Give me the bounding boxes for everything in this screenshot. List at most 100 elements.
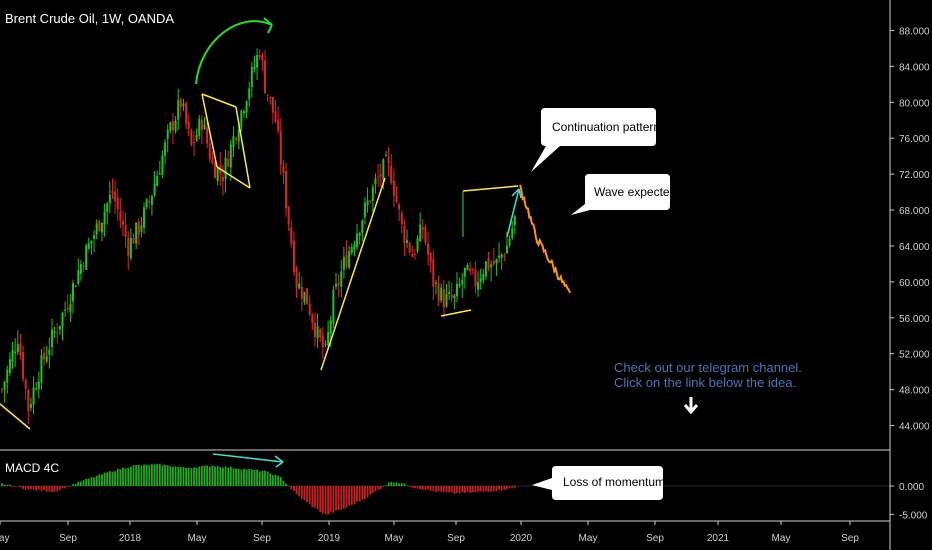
macd-bar xyxy=(8,484,11,486)
callout-momentum[interactable]: Loss of momentum xyxy=(532,466,665,500)
candle-body xyxy=(463,267,466,277)
price-tick-label: 48.000 xyxy=(899,386,930,397)
candle-body xyxy=(53,331,56,333)
cyan-arrow-head-icon xyxy=(511,188,522,199)
candle-body xyxy=(161,155,164,175)
time-tick-label: May xyxy=(385,533,404,544)
candle-body xyxy=(369,200,372,203)
macd-bar xyxy=(116,468,119,486)
candle-body xyxy=(366,200,369,206)
candle-body xyxy=(240,110,243,127)
candle-body xyxy=(27,389,30,411)
macd-bar xyxy=(411,486,414,488)
macd-bar xyxy=(240,469,243,486)
macd-bar xyxy=(119,469,122,486)
callout-continuation[interactable]: Continuation pattern xyxy=(531,108,660,172)
candle-body xyxy=(95,223,98,235)
candle-body xyxy=(287,207,290,225)
macd-bar xyxy=(132,465,135,486)
macd-bar xyxy=(327,486,330,515)
trendline xyxy=(440,309,472,317)
price-axis[interactable]: 88.000 84.000 80.000 76.000 72.000 68.000 64.0… xyxy=(890,26,930,433)
macd-bar xyxy=(390,481,393,486)
callout-wave[interactable]: Wave expected xyxy=(571,174,676,215)
macd-bar xyxy=(256,469,259,486)
candle-body xyxy=(505,245,508,254)
candle-body xyxy=(256,54,259,68)
macd-bar xyxy=(469,486,472,493)
callout-text: Continuation pattern xyxy=(552,120,660,134)
macd-bar xyxy=(95,475,98,486)
candle-body xyxy=(437,283,440,302)
price-tick-label: 56.000 xyxy=(899,314,930,325)
candle-body xyxy=(150,195,153,205)
macd-bar xyxy=(427,486,429,490)
candle-body xyxy=(11,350,14,362)
candle-body xyxy=(363,202,366,218)
candle-body xyxy=(242,111,245,114)
candle-body xyxy=(374,178,377,185)
candle-body xyxy=(300,286,303,299)
macd-bar xyxy=(306,486,308,503)
macd-bar xyxy=(321,486,324,514)
macd-bar xyxy=(279,477,282,486)
candle-body xyxy=(185,103,188,124)
candle-body xyxy=(3,381,6,390)
macd-bar xyxy=(277,475,280,486)
macd-axis[interactable]: 0.000 -5.000 xyxy=(890,482,928,521)
macd-bar xyxy=(479,486,482,492)
macd-bar xyxy=(395,482,398,486)
candle-body xyxy=(285,170,288,209)
candle-body xyxy=(66,307,69,310)
macd-bar xyxy=(293,486,295,492)
macd-bar xyxy=(140,465,143,486)
macd-bar xyxy=(187,467,190,486)
macd-bar xyxy=(398,483,401,486)
candle-body xyxy=(77,270,80,284)
macd-bar xyxy=(153,464,156,486)
candle-body xyxy=(82,265,85,268)
candle-body xyxy=(32,387,35,405)
candle-body xyxy=(490,264,493,268)
macd-bar xyxy=(287,485,290,487)
macd-bar xyxy=(108,471,111,486)
candle-body xyxy=(484,261,487,277)
macd-bar xyxy=(343,486,345,509)
time-tick-label: 2019 xyxy=(318,533,341,544)
candle-body xyxy=(127,237,130,256)
macd-bar xyxy=(406,485,408,487)
macd-bar xyxy=(416,486,419,489)
candle-body xyxy=(279,131,282,165)
candle-body xyxy=(8,359,11,373)
candle-body xyxy=(358,232,361,237)
projection-path xyxy=(519,184,572,294)
candle-body xyxy=(229,144,232,168)
down-arrow-icon xyxy=(683,397,699,415)
macd-bar xyxy=(474,486,477,493)
macd-bar xyxy=(61,486,64,489)
macd-bar xyxy=(245,469,248,486)
candle-body xyxy=(221,176,224,182)
time-tick-label: May xyxy=(772,533,791,544)
macd-bar xyxy=(506,486,508,490)
candle-body xyxy=(103,211,106,224)
macd-bar xyxy=(374,486,377,492)
candle-body xyxy=(392,180,395,196)
macd-bar xyxy=(203,465,206,486)
macd-bar xyxy=(408,486,411,487)
macd-bar xyxy=(429,486,432,491)
macd-bar xyxy=(19,486,22,488)
time-axis[interactable]: May Sep 2018 May Sep 2019 May Sep 2020 May Sep 2021… xyxy=(0,521,859,544)
trendline xyxy=(216,166,251,189)
time-tick-label: May xyxy=(188,533,207,544)
macd-bar xyxy=(45,486,48,492)
candle-body xyxy=(390,165,393,183)
candle-body xyxy=(308,303,311,315)
macd-bar xyxy=(129,466,132,486)
macd-bar xyxy=(211,465,214,486)
macd-bar xyxy=(3,484,6,486)
macd-bar xyxy=(424,486,427,491)
candle-body xyxy=(474,269,477,287)
price-tick-label: 80.000 xyxy=(899,98,930,109)
